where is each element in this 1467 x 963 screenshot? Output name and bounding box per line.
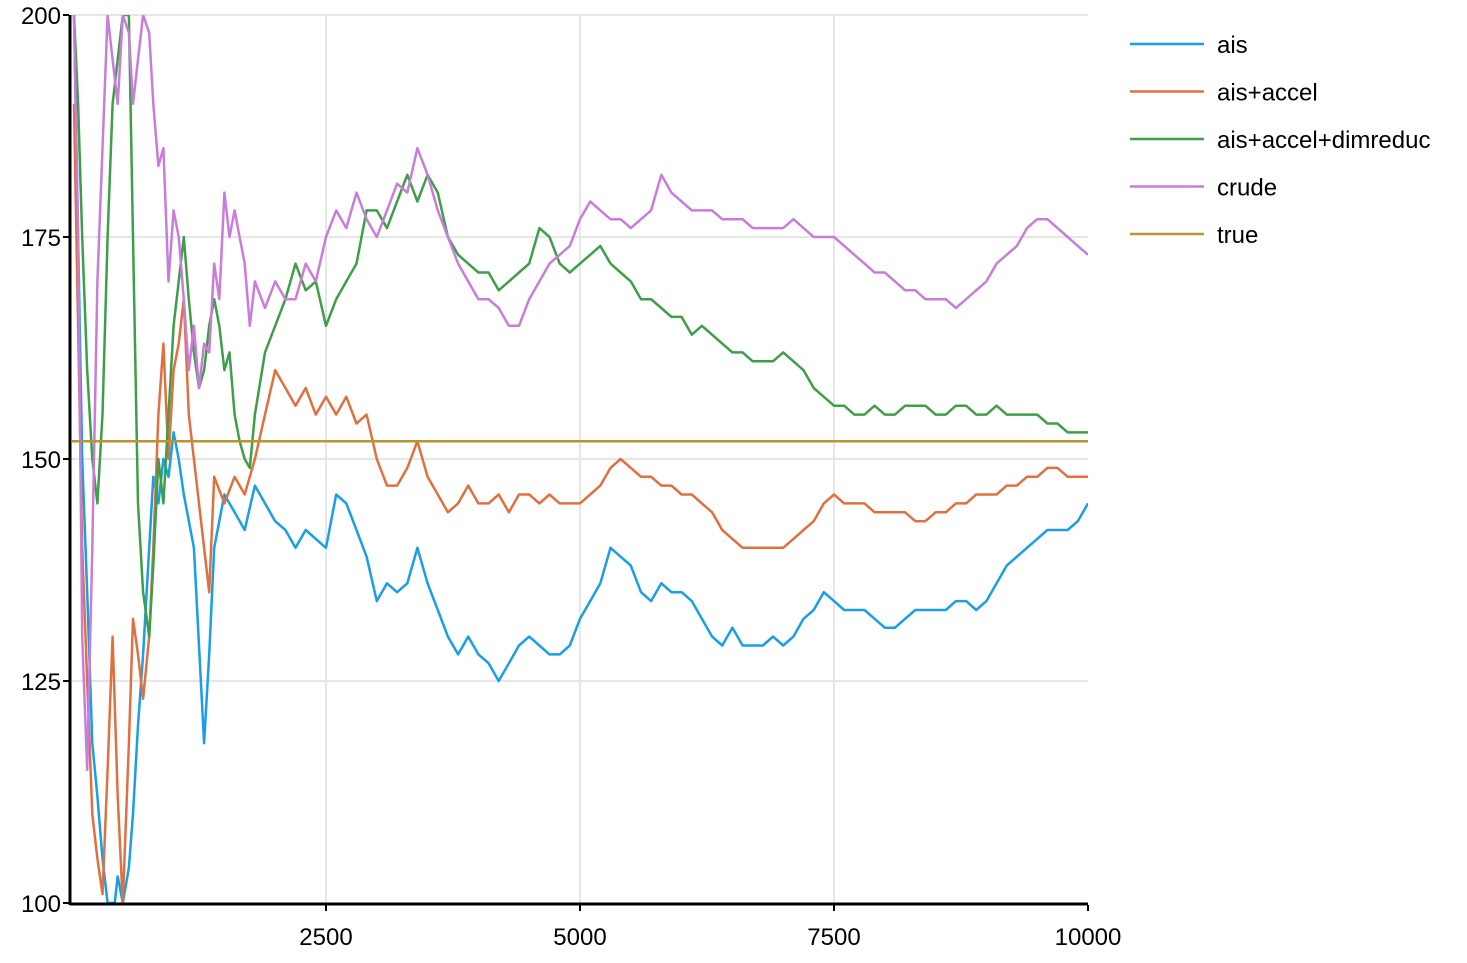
y-tick-label: 175	[21, 225, 61, 252]
legend-label-ais-accel-dimreduc: ais+accel+dimreduc	[1217, 127, 1430, 154]
series-line-ais	[72, 15, 1088, 903]
grid	[72, 14, 1088, 903]
x-tick-label: 10000	[1055, 924, 1122, 951]
series-line-ais-accel-dimreduc	[72, 15, 1088, 638]
legend: ais ais+accel ais+accel+dimreduc crude true	[1130, 32, 1430, 249]
series-line-crude	[72, 15, 1088, 772]
x-axis-ticks: 2500 5000 7500 10000	[299, 905, 1121, 951]
y-tick-label: 100	[21, 891, 61, 918]
y-tick-label: 200	[21, 3, 61, 30]
legend-label-ais-accel: ais+accel	[1217, 80, 1318, 107]
series-group	[72, 15, 1088, 903]
y-tick-label: 125	[21, 669, 61, 696]
x-tick-label: 5000	[553, 924, 606, 951]
legend-label-crude: crude	[1217, 175, 1277, 202]
x-tick-label: 2500	[299, 924, 352, 951]
x-tick-label: 7500	[807, 924, 860, 951]
y-tick-label: 150	[21, 447, 61, 474]
legend-label-ais: ais	[1217, 32, 1248, 59]
y-axis-ticks: 100 125 150 175 200	[21, 3, 69, 918]
legend-label-true: true	[1217, 222, 1258, 249]
axes	[68, 15, 1088, 906]
